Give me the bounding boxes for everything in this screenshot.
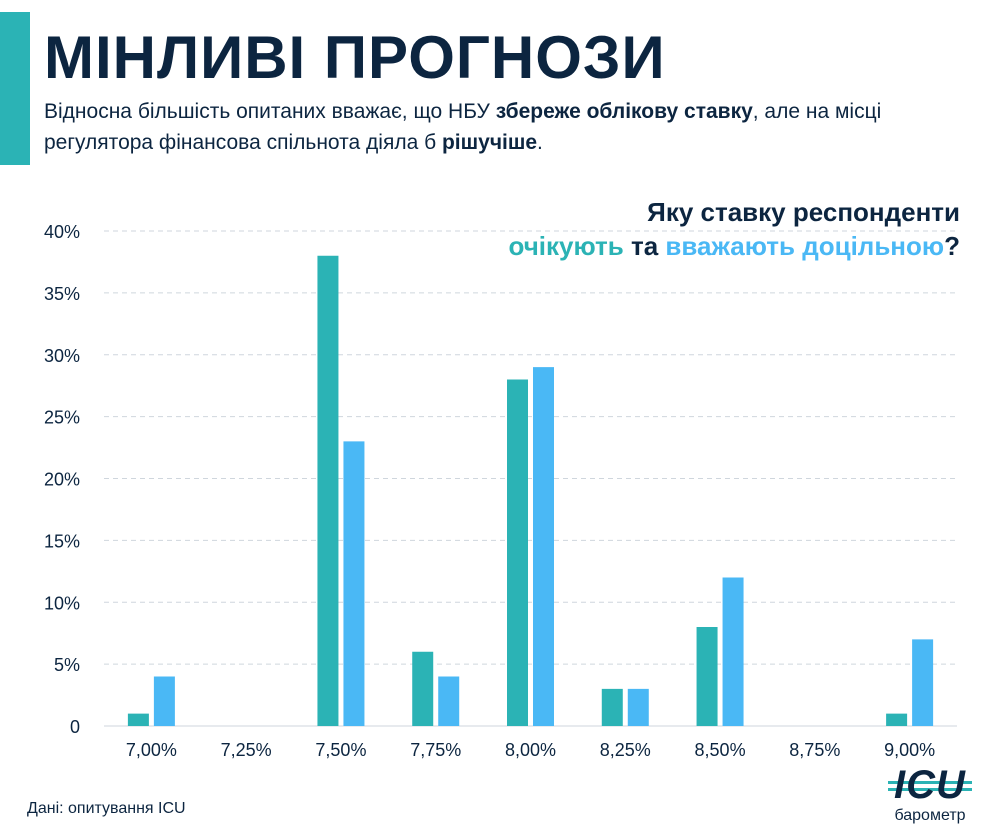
question-line-1: Яку ставку респонденти <box>647 197 960 227</box>
y-tick-label: 5% <box>54 655 80 675</box>
bar-appropriate <box>153 676 175 726</box>
logo-lines <box>888 781 972 791</box>
x-tick-label: 8,50% <box>695 740 746 760</box>
x-tick-label: 7,50% <box>315 740 366 760</box>
bar-appropriate <box>912 639 934 726</box>
bar-appropriate <box>627 688 649 726</box>
y-tick-label: 15% <box>44 531 80 551</box>
x-tick-label: 8,25% <box>600 740 651 760</box>
y-tick-label: 40% <box>44 222 80 242</box>
subtitle-part-bold: рішучіше <box>441 131 538 154</box>
x-tick-label: 7,25% <box>221 740 272 760</box>
bar-expected <box>412 651 434 726</box>
x-tick-label: 9,00% <box>884 740 935 760</box>
accent-bar <box>0 12 30 165</box>
bar-expected <box>127 713 149 726</box>
y-tick-label: 0 <box>70 717 80 737</box>
legend-appropriate: вважають доцільною <box>665 231 945 261</box>
data-source: Дані: опитування ICU <box>27 800 186 817</box>
logo-subtitle: барометр <box>894 807 966 824</box>
page-subtitle: Відносна більшість опитаних вважає, що Н… <box>44 96 974 158</box>
x-tick-label: 8,75% <box>789 740 840 760</box>
x-tick-label: 7,75% <box>410 740 461 760</box>
y-tick-label: 30% <box>44 346 80 366</box>
subtitle-part: , але на місці регулятора фінансова спіл… <box>44 100 882 154</box>
x-tick-label: 8,00% <box>505 740 556 760</box>
legend-expect: очікують <box>508 231 624 261</box>
bar-expected <box>317 255 339 726</box>
bar-appropriate <box>722 577 744 726</box>
bar-expected <box>507 379 528 726</box>
subtitle-part: Відносна більшість опитаних вважає, що Н… <box>44 100 496 123</box>
icu-logo: ICU барометр <box>880 763 980 833</box>
logo-text: ICU <box>894 763 966 807</box>
bar-appropriate <box>343 441 365 726</box>
question-line-2: очікують та вважають доцільною? <box>508 229 960 263</box>
y-tick-label: 35% <box>44 284 80 304</box>
bar-expected <box>601 688 623 726</box>
bar-appropriate <box>533 367 554 726</box>
y-tick-label: 20% <box>44 470 80 490</box>
bar-appropriate <box>438 676 460 726</box>
y-tick-label: 10% <box>44 593 80 613</box>
question-and: та <box>623 231 666 261</box>
chart-question: Яку ставку респонденти очікують та вважа… <box>508 195 960 263</box>
x-tick-label: 7,00% <box>126 740 177 760</box>
page-title: МІНЛИВІ ПРОГНОЗИ <box>44 24 666 91</box>
y-tick-label: 25% <box>44 408 80 428</box>
question-mark: ? <box>944 231 960 261</box>
subtitle-part: . <box>537 131 543 154</box>
bar-expected <box>696 627 718 726</box>
bar-expected <box>886 713 908 726</box>
subtitle-part-bold: збереже облікову ставку <box>495 100 753 123</box>
